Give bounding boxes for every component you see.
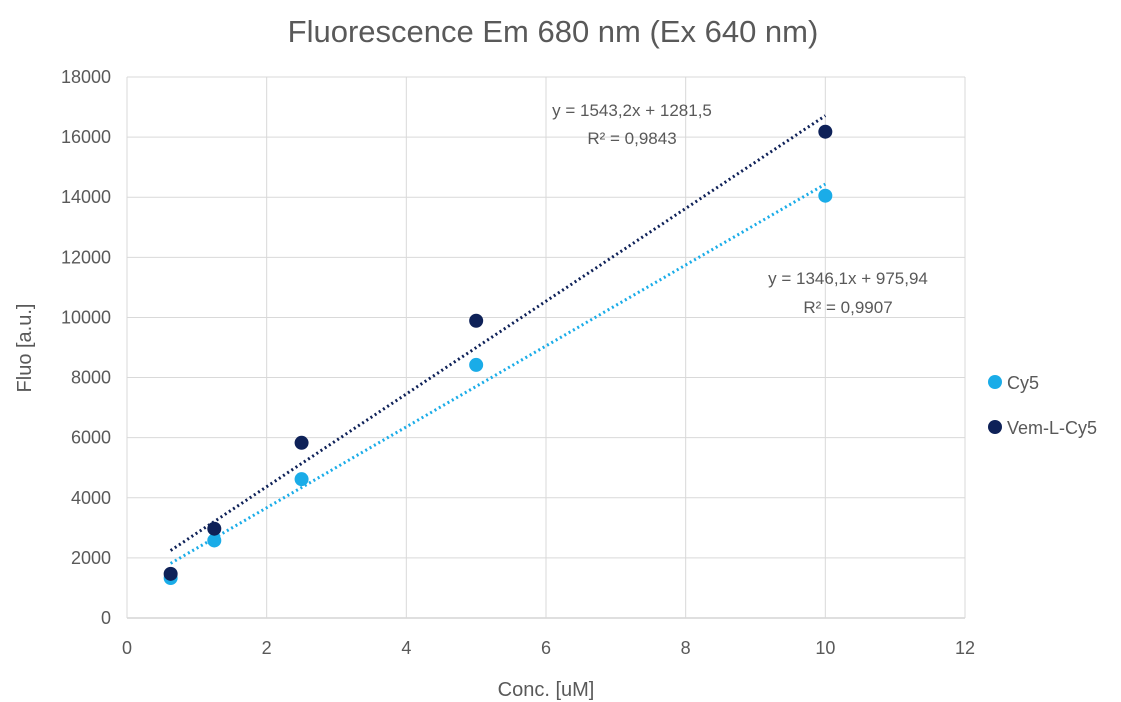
trendline-vem-l-cy5 xyxy=(169,114,827,552)
data-point-cy5 xyxy=(469,357,484,372)
x-tick-label: 8 xyxy=(681,638,691,658)
x-tick-label: 2 xyxy=(262,638,272,658)
legend-label-vem-l-cy5: Vem-L-Cy5 xyxy=(1007,418,1097,438)
x-tick-label: 6 xyxy=(541,638,551,658)
data-points xyxy=(163,124,833,586)
data-point-vem-l-cy5 xyxy=(163,566,178,581)
y-tick-label: 10000 xyxy=(61,307,111,327)
trendline-annotations: y = 1543,2x + 1281,5 R² = 0,9843 y = 134… xyxy=(552,101,928,317)
trendline-r2-vem-l-cy5: R² = 0,9843 xyxy=(587,129,676,148)
trendline-cy5 xyxy=(169,182,827,565)
data-point-vem-l-cy5 xyxy=(207,521,222,536)
y-tick-label: 14000 xyxy=(61,187,111,207)
y-tick-label: 4000 xyxy=(71,488,111,508)
legend: Cy5 Vem-L-Cy5 xyxy=(988,373,1097,438)
y-tick-label: 18000 xyxy=(61,67,111,87)
tick-labels: 0 2000 4000 6000 8000 10000 12000 14000 16000 180… xyxy=(61,67,975,658)
x-tick-label: 12 xyxy=(955,638,975,658)
y-tick-label: 2000 xyxy=(71,548,111,568)
data-point-cy5 xyxy=(818,188,833,203)
trendline-equation-cy5: y = 1346,1x + 975,94 xyxy=(768,269,928,288)
trendline-r2-cy5: R² = 0,9907 xyxy=(803,298,892,317)
y-tick-label: 8000 xyxy=(71,368,111,388)
legend-marker-vem-l-cy5 xyxy=(988,420,1002,434)
x-axis-label: Conc. [uM] xyxy=(498,679,595,701)
trendline-equation-vem-l-cy5: y = 1543,2x + 1281,5 xyxy=(552,101,712,120)
legend-marker-cy5 xyxy=(988,375,1002,389)
x-tick-label: 4 xyxy=(401,638,411,658)
data-point-vem-l-cy5 xyxy=(818,124,833,139)
y-tick-label: 0 xyxy=(101,608,111,628)
data-point-vem-l-cy5 xyxy=(469,313,484,328)
y-tick-label: 16000 xyxy=(61,127,111,147)
trendlines xyxy=(169,114,827,565)
data-point-cy5 xyxy=(294,472,309,487)
legend-label-cy5: Cy5 xyxy=(1007,373,1039,393)
y-tick-label: 6000 xyxy=(71,428,111,448)
y-tick-label: 12000 xyxy=(61,247,111,267)
x-tick-label: 0 xyxy=(122,638,132,658)
gridlines xyxy=(126,76,966,619)
x-tick-label: 10 xyxy=(815,638,835,658)
chart-title: Fluorescence Em 680 nm (Ex 640 nm) xyxy=(288,14,819,49)
y-axis-label: Fluo [a.u.] xyxy=(14,304,36,393)
data-point-vem-l-cy5 xyxy=(294,435,309,450)
data-point-cy5 xyxy=(207,533,222,548)
